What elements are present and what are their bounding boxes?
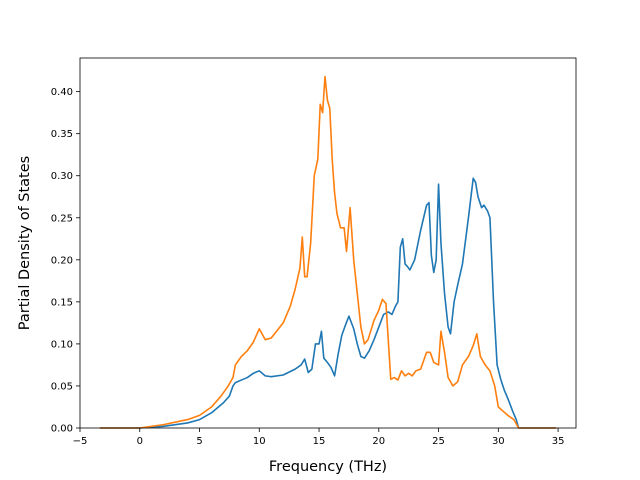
y-tick-label: 0.00 <box>51 424 73 435</box>
y-tick-label: 0.05 <box>51 381 73 392</box>
y-tick-label: 0.20 <box>51 255 73 266</box>
y-tick-label: 0.35 <box>51 129 73 140</box>
x-tick-label: 35 <box>552 436 565 447</box>
y-tick-label: 0.40 <box>51 87 73 98</box>
y-tick-label: 0.15 <box>51 297 73 308</box>
x-tick-label: 30 <box>492 436 505 447</box>
y-tick-label: 0.25 <box>51 213 73 224</box>
x-tick-label: 25 <box>432 436 445 447</box>
x-tick-label: 0 <box>137 436 143 447</box>
x-tick-label: 15 <box>313 436 326 447</box>
x-tick-label: 5 <box>196 436 202 447</box>
y-axis-ticks: 0.00 0.05 0.10 0.15 0.20 0.25 0.30 0.35 0.40 <box>51 87 80 435</box>
y-axis-label: Partial Density of States <box>17 156 33 330</box>
y-tick-label: 0.10 <box>51 339 73 350</box>
x-axis-label: Frequency (THz) <box>269 459 387 475</box>
plot-frame <box>79 57 577 429</box>
x-tick-label: 10 <box>253 436 266 447</box>
x-tick-label: −5 <box>73 436 88 447</box>
y-tick-label: 0.30 <box>51 171 73 182</box>
series-line-2 <box>99 75 557 429</box>
x-tick-label: 20 <box>372 436 385 447</box>
x-axis-ticks: −5 0 5 10 15 20 25 30 35 <box>73 428 565 447</box>
series-line-1 <box>99 177 557 429</box>
series-layer <box>99 75 557 429</box>
